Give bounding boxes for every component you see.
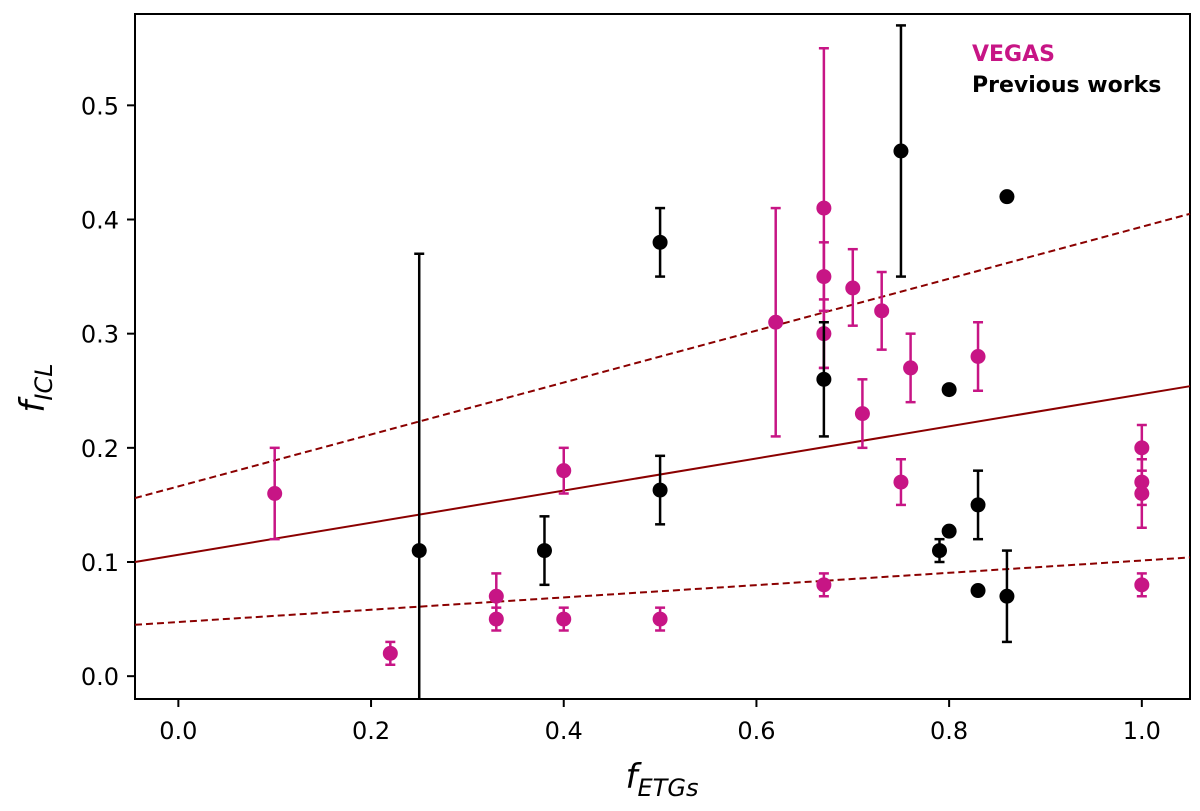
point-vegas	[556, 463, 572, 479]
x-tick-label: 0.8	[930, 717, 968, 745]
point-previous-works	[893, 143, 909, 159]
point-previous-works	[999, 189, 1015, 205]
y-tick-label: 0.4	[81, 207, 119, 235]
fit-lines	[134, 212, 1191, 626]
point-previous-works	[999, 588, 1015, 604]
legend: VEGAS Previous works	[972, 42, 1161, 98]
fit-line-upper	[134, 212, 1191, 500]
point-vegas	[652, 611, 668, 627]
point-vegas	[488, 588, 504, 604]
point-vegas	[267, 486, 283, 501]
point-previous-works	[816, 371, 832, 387]
legend-entry-previous-works: Previous works	[972, 73, 1161, 98]
x-tick-label: 1.0	[1123, 717, 1161, 745]
y-axis-label-sub: ICL	[30, 363, 58, 400]
x-axis-label: fETGs	[626, 757, 699, 802]
axis-ticks: 0.0 0.2 0.4 0.6 0.8 1.0 0.0 0.1 0.2 0.3 0.4 0.5	[81, 92, 1161, 745]
point-vegas	[768, 314, 784, 330]
fit-line-lower	[134, 556, 1191, 626]
y-tick-label: 0.5	[81, 92, 119, 120]
point-vegas	[816, 200, 832, 216]
point-vegas	[816, 269, 832, 285]
point-vegas	[488, 611, 504, 627]
point-previous-works	[931, 543, 947, 559]
point-vegas	[816, 577, 832, 593]
point-vegas	[874, 303, 890, 319]
point-vegas	[854, 406, 870, 422]
y-tick-label: 0.1	[81, 549, 119, 577]
point-previous-works	[652, 234, 668, 250]
point-previous-works	[970, 583, 986, 599]
x-tick-label: 0.6	[737, 717, 775, 745]
point-previous-works	[941, 382, 957, 398]
legend-entry-vegas: VEGAS	[972, 42, 1055, 67]
y-tick-label: 0.3	[81, 321, 119, 349]
data-points	[267, 24, 1150, 699]
x-tick-label: 0.0	[159, 717, 197, 745]
x-axis-label-sub: ETGs	[638, 774, 699, 802]
y-tick-label: 0.2	[81, 435, 119, 463]
point-previous-works	[536, 543, 552, 559]
point-vegas	[903, 360, 919, 376]
point-vegas	[970, 349, 986, 364]
point-previous-works	[652, 482, 668, 498]
point-vegas	[845, 280, 861, 296]
fit-line-fit	[134, 385, 1191, 563]
point-previous-works	[411, 543, 427, 559]
plot-frame	[134, 13, 1191, 700]
y-tick-label: 0.0	[81, 663, 119, 691]
x-tick-label: 0.2	[352, 717, 390, 745]
point-vegas	[893, 474, 909, 490]
point-previous-works	[941, 523, 957, 539]
x-tick-label: 0.4	[545, 717, 583, 745]
point-vegas	[556, 611, 572, 627]
point-vegas	[1134, 577, 1150, 593]
point-vegas	[1134, 440, 1150, 456]
point-vegas	[382, 645, 398, 661]
point-previous-works	[970, 497, 986, 513]
point-vegas	[1134, 486, 1150, 501]
